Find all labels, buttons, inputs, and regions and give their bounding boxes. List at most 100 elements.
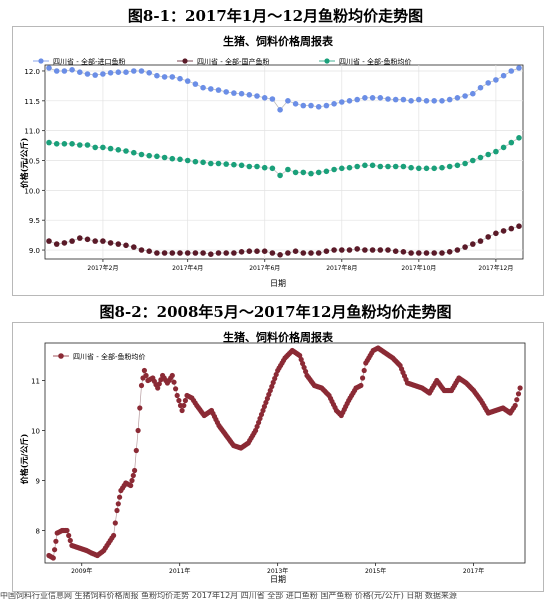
- data-point: [117, 494, 123, 500]
- data-point: [257, 415, 263, 422]
- data-point: [53, 538, 59, 544]
- y-tick-label: 12.0: [24, 68, 40, 76]
- data-point: [400, 249, 407, 255]
- data-point: [300, 169, 307, 176]
- data-point: [138, 68, 145, 74]
- data-point: [69, 67, 75, 73]
- data-point: [377, 95, 384, 101]
- data-point: [123, 242, 129, 249]
- data-point: [177, 250, 183, 256]
- data-point: [298, 356, 304, 363]
- data-point: [131, 244, 137, 250]
- data-point: [346, 247, 353, 253]
- data-point: [272, 375, 278, 382]
- data-point: [508, 139, 515, 146]
- data-point: [115, 69, 122, 75]
- data-point: [308, 170, 314, 177]
- data-point: [246, 163, 253, 170]
- data-point: [273, 371, 279, 378]
- data-point: [181, 402, 187, 409]
- data-point: [123, 148, 129, 154]
- data-point: [179, 407, 185, 414]
- x-axis-label: 日期: [270, 575, 286, 584]
- legend-marker: [38, 58, 44, 64]
- data-point: [408, 164, 414, 171]
- data-point: [400, 96, 407, 103]
- data-point: [485, 234, 492, 240]
- data-point: [92, 72, 98, 78]
- x-tick-label: 2017年4月: [172, 264, 203, 272]
- chart1-frame: 生猪、饲料价格周报表 日期 价格(元/公斤) 9.0 9.5 10.0 10.5 11.0 11…: [12, 26, 544, 296]
- figure1-caption: 图8-1：2017年1月～12月鱼粉均价走势图: [127, 7, 424, 25]
- data-point: [354, 96, 361, 103]
- data-point: [114, 507, 120, 514]
- data-point: [277, 252, 283, 258]
- x-tick-label: 2015年: [365, 567, 386, 575]
- data-point: [77, 235, 83, 241]
- data-point: [303, 368, 309, 375]
- data-point: [254, 163, 260, 170]
- data-point: [266, 391, 272, 398]
- data-point: [516, 223, 522, 229]
- data-point: [171, 379, 177, 385]
- data-point: [315, 169, 322, 176]
- bottom-cropped-text: 中国饲料行业信息网 生猪饲料价格周报 鱼粉均价走势 2017年12月 四川省 全…: [0, 592, 457, 600]
- data-point: [128, 482, 134, 489]
- data-point: [493, 230, 499, 237]
- data-point: [100, 144, 106, 151]
- data-point: [154, 153, 160, 160]
- data-point: [138, 151, 145, 158]
- data-point: [358, 382, 364, 389]
- data-point: [107, 145, 114, 152]
- data-point: [254, 423, 260, 430]
- data-point: [269, 250, 276, 256]
- data-point: [454, 162, 461, 169]
- data-point: [439, 250, 445, 256]
- data-point: [423, 98, 430, 104]
- data-point: [169, 250, 176, 256]
- data-point: [423, 165, 430, 172]
- data-point: [223, 89, 229, 95]
- data-point: [331, 101, 337, 107]
- data-point: [53, 241, 60, 247]
- data-point: [215, 87, 222, 93]
- data-point: [354, 163, 361, 170]
- data-point: [112, 520, 118, 526]
- data-point: [129, 477, 135, 484]
- data-point: [138, 382, 145, 389]
- data-point: [346, 164, 353, 171]
- data-point: [277, 107, 283, 113]
- data-point: [261, 164, 268, 171]
- data-point: [182, 397, 188, 404]
- x-tick-label: 2009年: [71, 567, 92, 575]
- data-point: [200, 250, 206, 256]
- x-tick-label: 2013年: [267, 567, 288, 575]
- data-point: [254, 248, 260, 254]
- data-point: [246, 92, 253, 98]
- x-tick-label: 2011年: [169, 567, 190, 575]
- data-point: [354, 246, 361, 252]
- data-point: [135, 427, 141, 434]
- data-point: [238, 249, 245, 255]
- data-point: [331, 247, 337, 253]
- data-point: [462, 244, 468, 250]
- data-point: [515, 391, 522, 397]
- data-point: [46, 238, 52, 244]
- data-point: [184, 157, 191, 164]
- data-point: [269, 96, 276, 102]
- data-point: [439, 164, 445, 171]
- data-point: [215, 250, 222, 256]
- data-point: [377, 163, 384, 170]
- data-point: [173, 386, 179, 392]
- data-point: [339, 165, 345, 172]
- data-point: [146, 70, 152, 76]
- data-point: [223, 250, 229, 256]
- data-point: [261, 95, 268, 101]
- x-tick-label: 2017年12月: [478, 264, 513, 272]
- data-point: [53, 68, 60, 74]
- data-point: [215, 160, 222, 167]
- y-axis-label: 价格(元/公斤): [19, 138, 29, 189]
- data-point: [131, 68, 137, 74]
- data-point: [400, 163, 407, 170]
